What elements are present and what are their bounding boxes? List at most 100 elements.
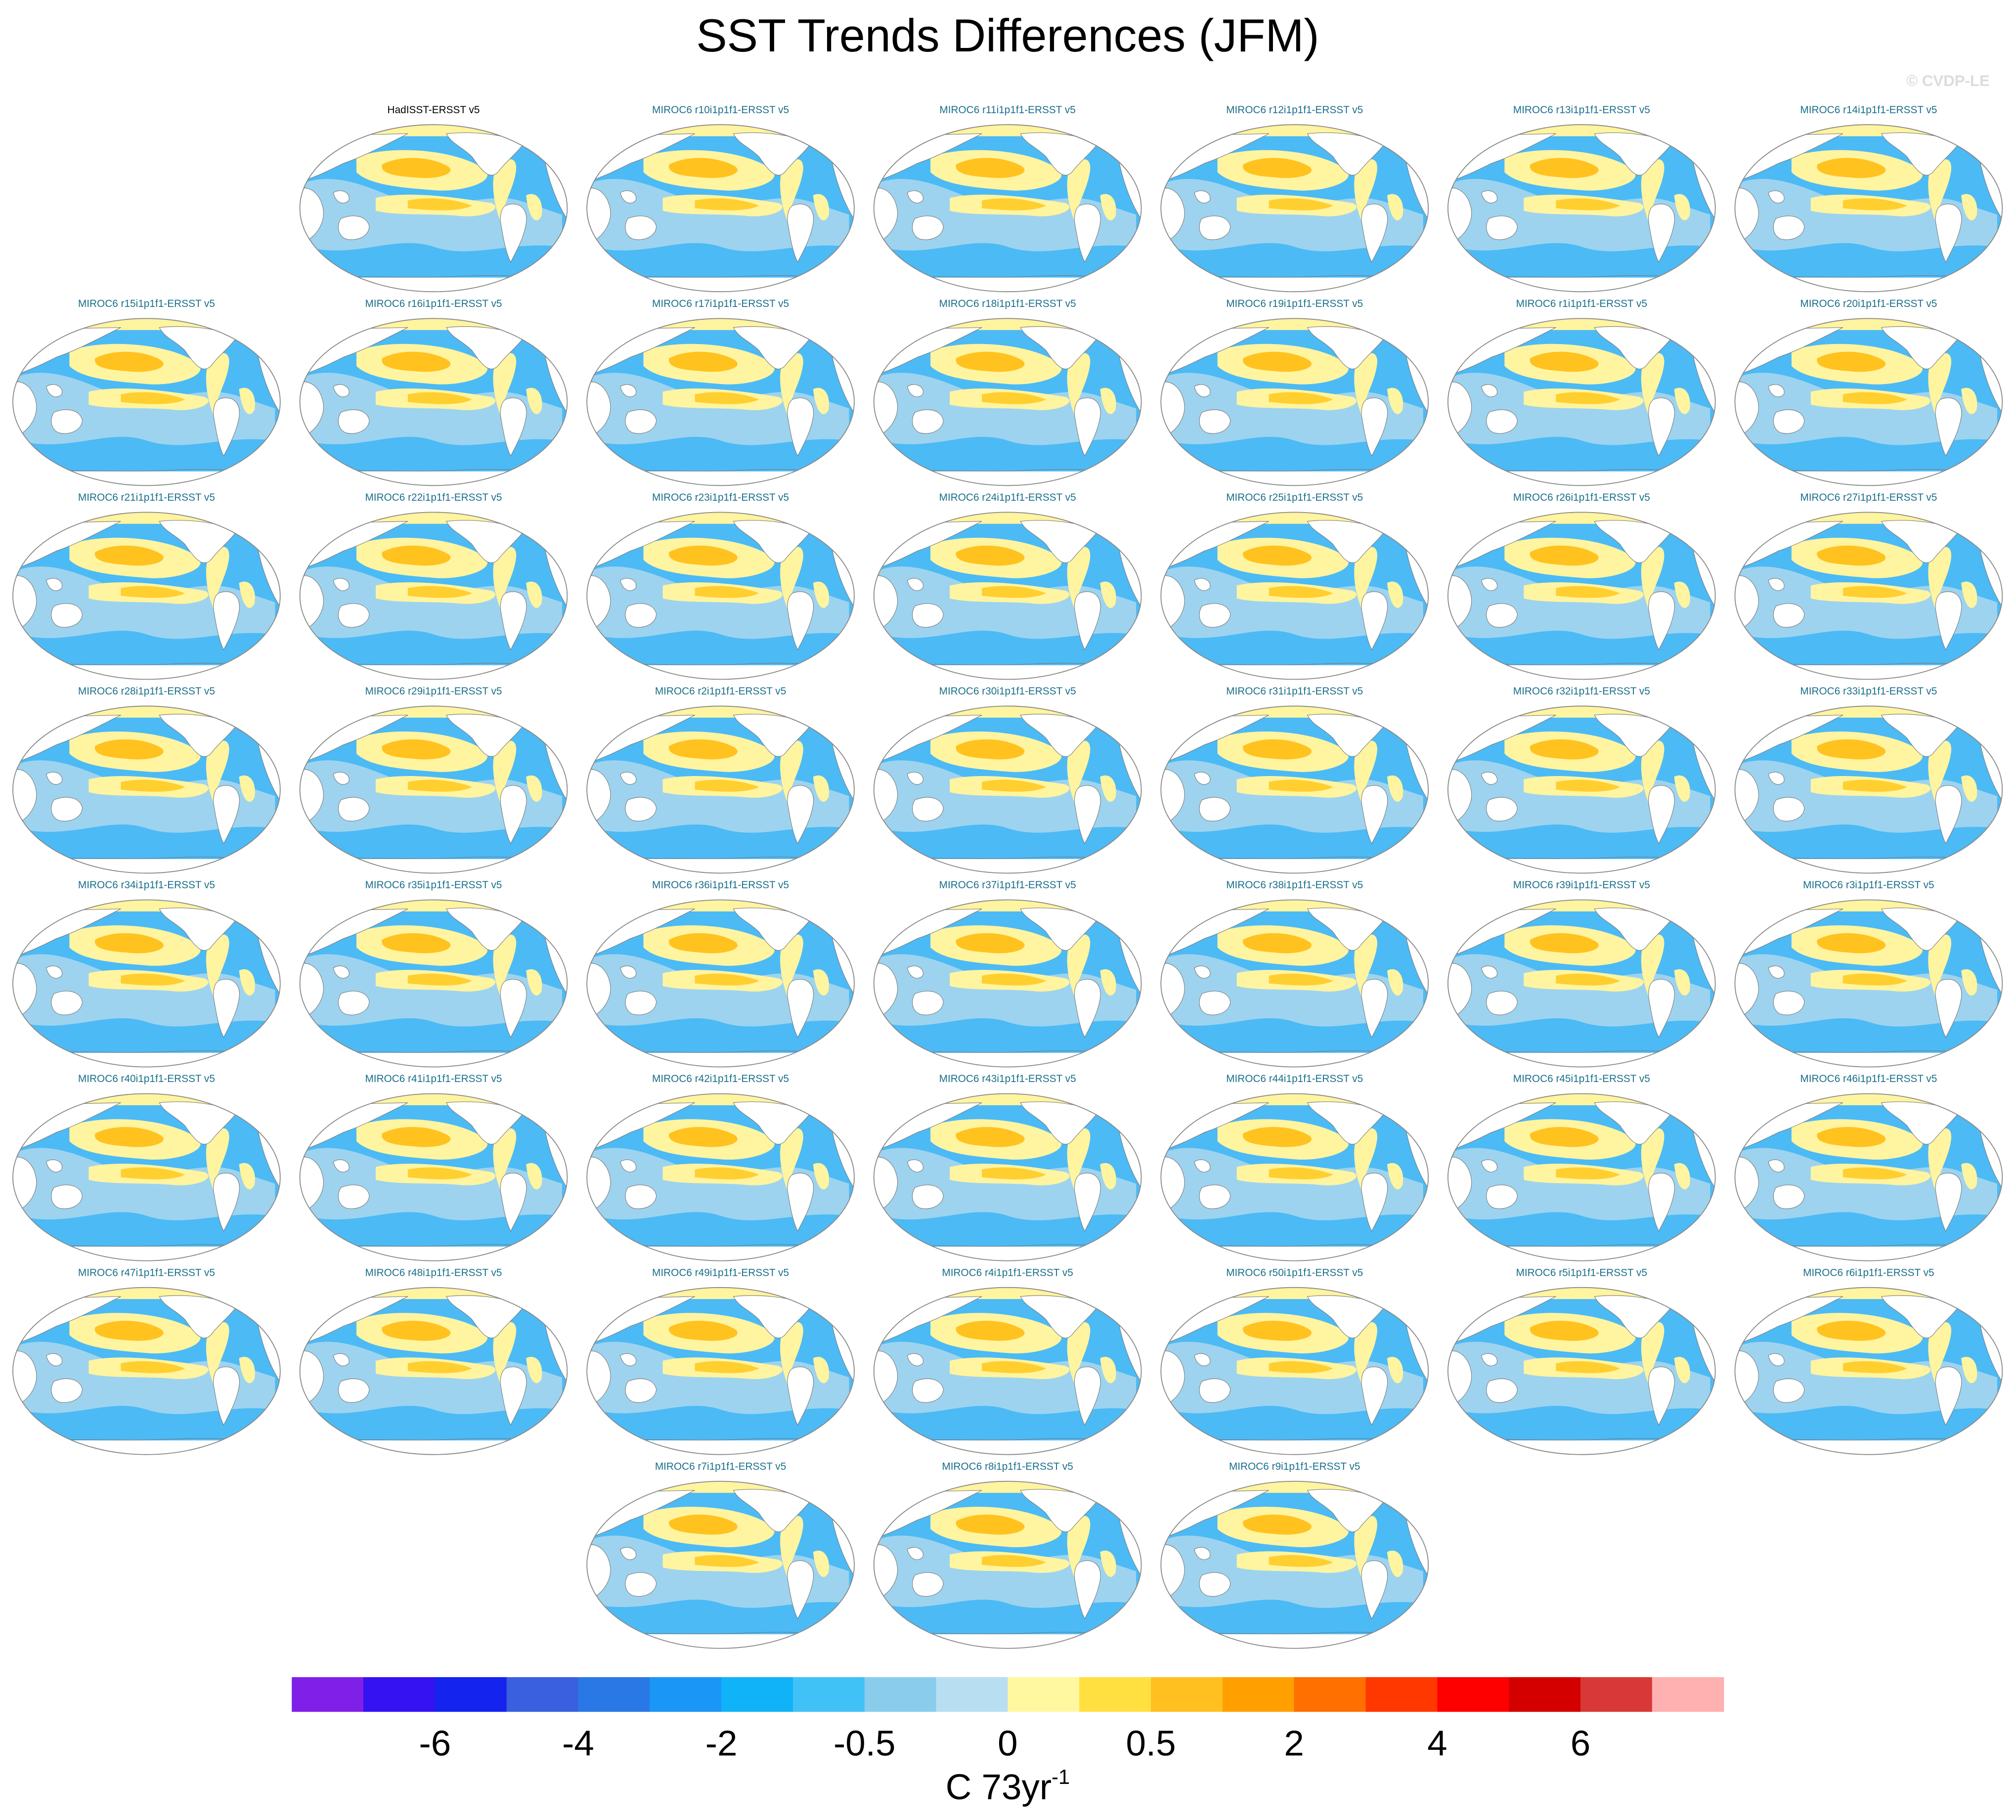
map-panel: MIROC6 r39i1p1f1-ERSST v5 bbox=[1446, 879, 1716, 1068]
panel-title: MIROC6 r19i1p1f1-ERSST v5 bbox=[1226, 298, 1363, 309]
map-panel: MIROC6 r17i1p1f1-ERSST v5 bbox=[586, 298, 856, 487]
panel-title: MIROC6 r28i1p1f1-ERSST v5 bbox=[78, 686, 215, 697]
map bbox=[1160, 317, 1430, 487]
colorbar-box bbox=[363, 1677, 436, 1712]
map-panel: MIROC6 r22i1p1f1-ERSST v5 bbox=[299, 492, 569, 681]
panel-title: MIROC6 r29i1p1f1-ERSST v5 bbox=[365, 686, 502, 697]
panel-title: MIROC6 r26i1p1f1-ERSST v5 bbox=[1513, 492, 1650, 503]
panel-title: MIROC6 r10i1p1f1-ERSST v5 bbox=[652, 104, 789, 116]
map bbox=[1446, 1092, 1716, 1262]
map-panel: MIROC6 r23i1p1f1-ERSST v5 bbox=[586, 492, 856, 681]
map-panel: MIROC6 r27i1p1f1-ERSST v5 bbox=[1734, 492, 2004, 681]
map bbox=[1734, 317, 2004, 487]
panel-title: MIROC6 r17i1p1f1-ERSST v5 bbox=[652, 298, 789, 309]
map-panel: MIROC6 r33i1p1f1-ERSST v5 bbox=[1734, 686, 2004, 874]
map-panel: MIROC6 r37i1p1f1-ERSST v5 bbox=[873, 879, 1142, 1068]
panel-title: MIROC6 r40i1p1f1-ERSST v5 bbox=[78, 1073, 215, 1084]
panel-title: MIROC6 r8i1p1f1-ERSST v5 bbox=[942, 1461, 1073, 1472]
map bbox=[11, 317, 281, 487]
panel-title: HadISST-ERSST v5 bbox=[388, 104, 480, 116]
map bbox=[873, 511, 1142, 681]
map-panel: MIROC6 r15i1p1f1-ERSST v5 bbox=[11, 298, 281, 487]
map bbox=[1446, 705, 1716, 874]
colorbar-box bbox=[1580, 1677, 1653, 1712]
map bbox=[299, 317, 569, 487]
panel-title: MIROC6 r12i1p1f1-ERSST v5 bbox=[1226, 104, 1363, 116]
map-panel: MIROC6 r2i1p1f1-ERSST v5 bbox=[586, 686, 856, 874]
map-panel: MIROC6 r42i1p1f1-ERSST v5 bbox=[586, 1073, 856, 1262]
panel-title: MIROC6 r13i1p1f1-ERSST v5 bbox=[1513, 104, 1650, 116]
panel-title: MIROC6 r44i1p1f1-ERSST v5 bbox=[1226, 1073, 1363, 1084]
panel-title: MIROC6 r15i1p1f1-ERSST v5 bbox=[78, 298, 215, 309]
map bbox=[873, 1480, 1142, 1649]
map bbox=[1160, 705, 1430, 874]
map-panel: MIROC6 r14i1p1f1-ERSST v5 bbox=[1734, 104, 2004, 293]
colorbar-box bbox=[506, 1677, 579, 1712]
colorbar-box bbox=[650, 1677, 722, 1712]
panel-title: MIROC6 r5i1p1f1-ERSST v5 bbox=[1516, 1267, 1647, 1278]
map bbox=[1734, 1092, 2004, 1262]
panel-title: MIROC6 r11i1p1f1-ERSST v5 bbox=[939, 104, 1075, 116]
panel-title: MIROC6 r43i1p1f1-ERSST v5 bbox=[939, 1073, 1076, 1084]
map bbox=[299, 705, 569, 874]
map-panel: MIROC6 r7i1p1f1-ERSST v5 bbox=[586, 1461, 856, 1649]
colorbar-unit-exponent: -1 bbox=[1052, 1765, 1070, 1788]
colorbar-box bbox=[1437, 1677, 1509, 1712]
panel-title: MIROC6 r9i1p1f1-ERSST v5 bbox=[1229, 1461, 1360, 1472]
map-panel: MIROC6 r32i1p1f1-ERSST v5 bbox=[1446, 686, 1716, 874]
colorbar-tick-label: 4 bbox=[1427, 1724, 1447, 1764]
panel-title: MIROC6 r24i1p1f1-ERSST v5 bbox=[939, 492, 1076, 503]
colorbar-box bbox=[792, 1677, 865, 1712]
map-panel: MIROC6 r34i1p1f1-ERSST v5 bbox=[11, 879, 281, 1068]
colorbar-unit: C 73yr bbox=[946, 1767, 1052, 1807]
panel-title: MIROC6 r21i1p1f1-ERSST v5 bbox=[78, 492, 215, 503]
map bbox=[299, 1286, 569, 1456]
colorbar-box bbox=[1294, 1677, 1366, 1712]
panel-title: MIROC6 r22i1p1f1-ERSST v5 bbox=[365, 492, 502, 503]
panel-title: MIROC6 r48i1p1f1-ERSST v5 bbox=[365, 1267, 502, 1278]
map bbox=[299, 1092, 569, 1262]
map-panel: MIROC6 r29i1p1f1-ERSST v5 bbox=[299, 686, 569, 874]
colorbar-tick-label: -0.5 bbox=[833, 1724, 895, 1764]
map bbox=[1446, 1286, 1716, 1456]
panel-title: MIROC6 r45i1p1f1-ERSST v5 bbox=[1513, 1073, 1650, 1084]
map-panel: MIROC6 r47i1p1f1-ERSST v5 bbox=[11, 1267, 281, 1456]
panel-title: MIROC6 r47i1p1f1-ERSST v5 bbox=[78, 1267, 215, 1278]
panel-title: MIROC6 r27i1p1f1-ERSST v5 bbox=[1800, 492, 1937, 503]
map bbox=[11, 899, 281, 1068]
panel-title: MIROC6 r20i1p1f1-ERSST v5 bbox=[1800, 298, 1937, 309]
colorbar-box bbox=[936, 1677, 1008, 1712]
panel-title: MIROC6 r32i1p1f1-ERSST v5 bbox=[1513, 686, 1650, 697]
map bbox=[11, 511, 281, 681]
map-panel: MIROC6 r21i1p1f1-ERSST v5 bbox=[11, 492, 281, 681]
colorbar-box bbox=[1222, 1677, 1295, 1712]
map-panel: MIROC6 r11i1p1f1-ERSST v5 bbox=[873, 104, 1142, 293]
map-panel: MIROC6 r24i1p1f1-ERSST v5 bbox=[873, 492, 1142, 681]
map bbox=[586, 124, 856, 293]
map bbox=[1734, 511, 2004, 681]
watermark: © CVDP-LE bbox=[1906, 72, 1990, 89]
map-panel: MIROC6 r31i1p1f1-ERSST v5 bbox=[1160, 686, 1430, 874]
panel-title: MIROC6 r1i1p1f1-ERSST v5 bbox=[1516, 298, 1647, 309]
panel-title: MIROC6 r16i1p1f1-ERSST v5 bbox=[365, 298, 502, 309]
map-panel: MIROC6 r35i1p1f1-ERSST v5 bbox=[299, 879, 569, 1068]
map-panel: MIROC6 r49i1p1f1-ERSST v5 bbox=[586, 1267, 856, 1456]
colorbar-tick-label: -4 bbox=[562, 1724, 594, 1764]
map bbox=[873, 1092, 1142, 1262]
map bbox=[873, 705, 1142, 874]
map bbox=[1734, 705, 2004, 874]
map-panel: HadISST-ERSST v5 bbox=[299, 104, 569, 293]
figure-title: SST Trends Differences (JFM) bbox=[696, 9, 1319, 61]
panel-title: MIROC6 r33i1p1f1-ERSST v5 bbox=[1800, 686, 1937, 697]
colorbar-box bbox=[292, 1677, 364, 1712]
panel-title: MIROC6 r35i1p1f1-ERSST v5 bbox=[365, 879, 502, 891]
colorbar-box bbox=[1652, 1677, 1724, 1712]
panel-title: MIROC6 r38i1p1f1-ERSST v5 bbox=[1226, 879, 1363, 891]
colorbar-box bbox=[1509, 1677, 1581, 1712]
map bbox=[873, 899, 1142, 1068]
map-panel: MIROC6 r12i1p1f1-ERSST v5 bbox=[1160, 104, 1430, 293]
map bbox=[1446, 511, 1716, 681]
map-panel: MIROC6 r5i1p1f1-ERSST v5 bbox=[1446, 1267, 1716, 1456]
map-panel: MIROC6 r9i1p1f1-ERSST v5 bbox=[1160, 1461, 1430, 1649]
